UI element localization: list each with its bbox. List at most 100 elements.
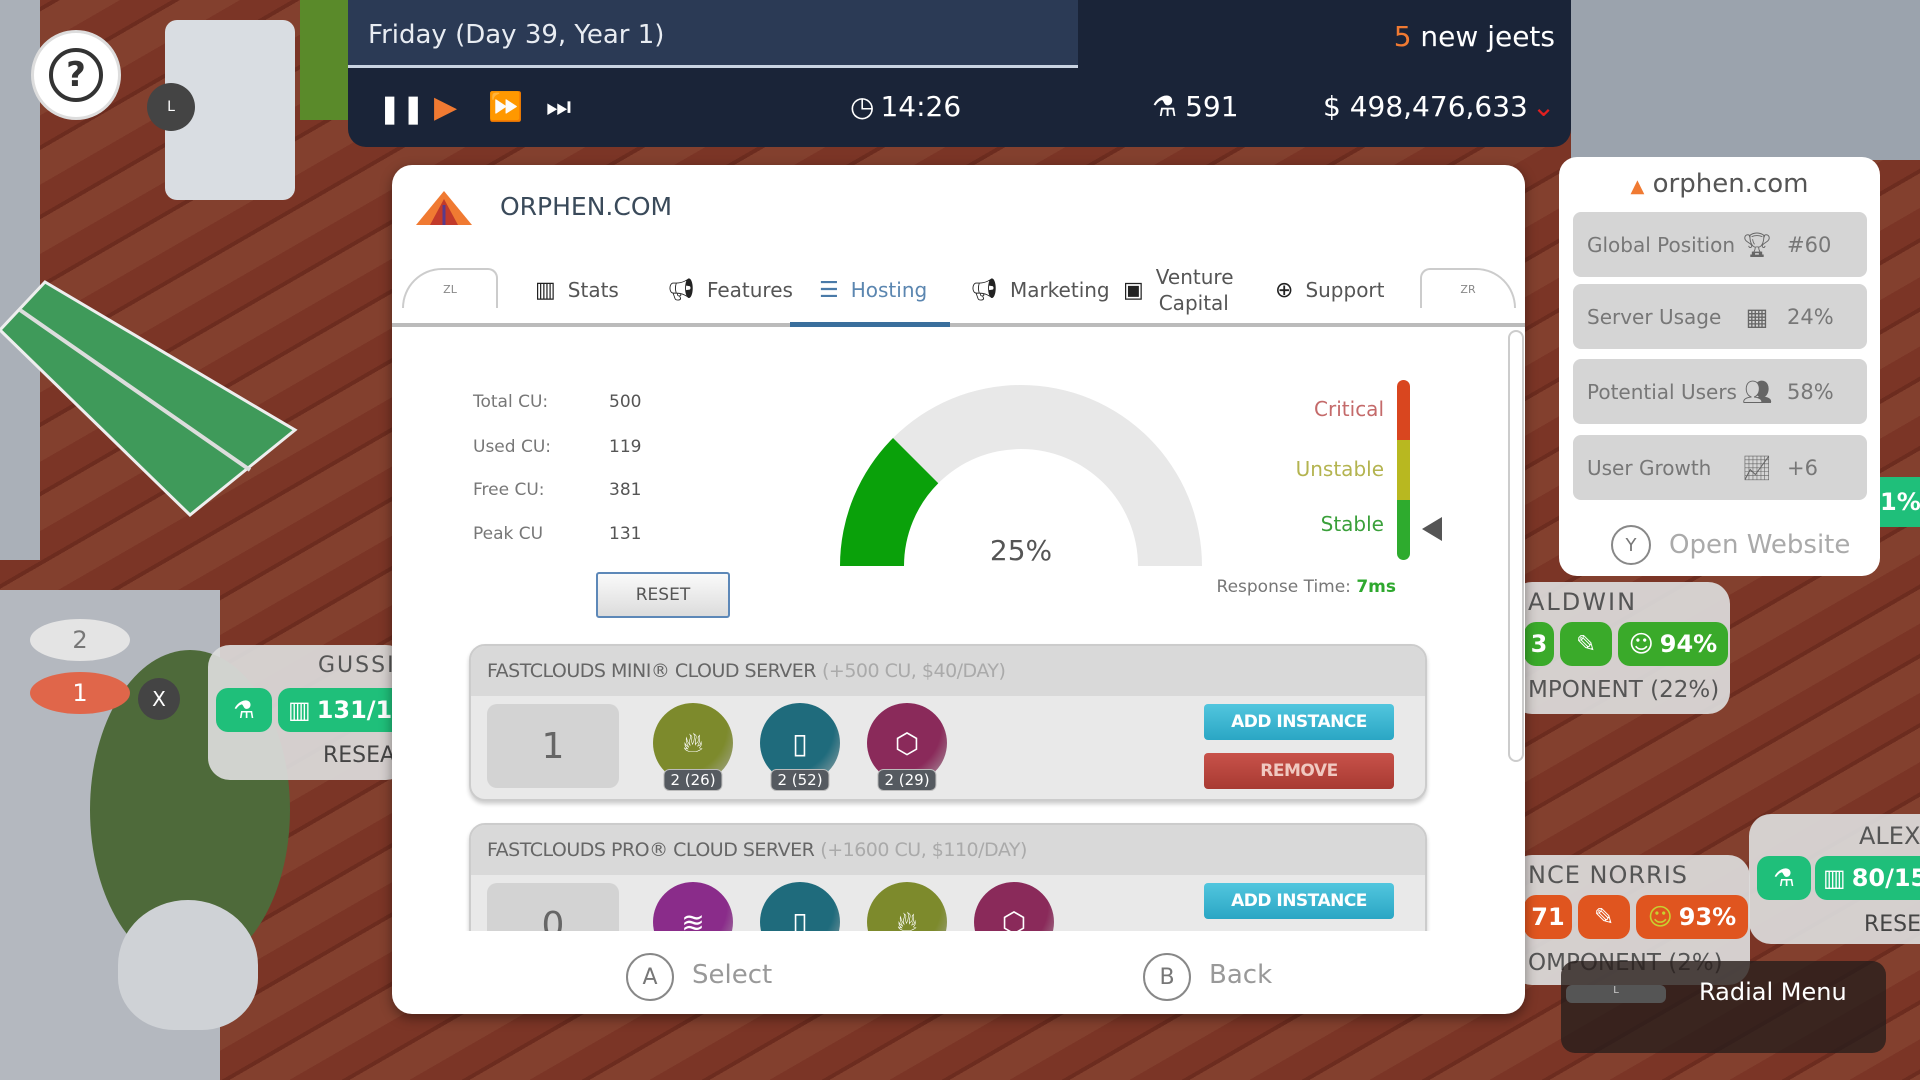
flask-icon: ⚗ xyxy=(1757,856,1811,900)
tab-label: Support xyxy=(1305,278,1385,302)
zl-bumper[interactable]: ZL xyxy=(402,268,498,308)
website-panel: ORPHEN.COM ZL ZR ▥ Stats 📢︎ Features ☰ Host… xyxy=(392,165,1525,1014)
radial-menu-hint[interactable]: L Radial Menu xyxy=(1561,961,1886,1053)
wall xyxy=(1571,0,1920,160)
add-instance-button[interactable]: ADD INSTANCE xyxy=(1204,704,1394,740)
stat-label: Used CU: xyxy=(473,437,551,457)
tab-hosting[interactable]: ☰ Hosting xyxy=(819,265,927,315)
y-button-icon: Y xyxy=(1611,525,1651,565)
unstable-label: Unstable xyxy=(1295,457,1384,481)
l-button-icon: L xyxy=(1566,985,1666,1003)
row-value: #60 xyxy=(1787,232,1832,257)
tab-stats[interactable]: ▥ Stats xyxy=(535,265,619,315)
server-spec: (+1600 CU, $110/DAY) xyxy=(820,839,1027,861)
flame-icon[interactable]: 🔥︎ xyxy=(867,882,947,931)
employee-tag-alex[interactable]: ALEX ⚗ ▥ 80/15 RESE xyxy=(1749,814,1920,944)
open-website-button[interactable]: Open Website xyxy=(1669,530,1851,560)
add-instance-button[interactable]: ADD INSTANCE xyxy=(1204,883,1394,919)
chip-icon[interactable]: ▯ 2 (52) xyxy=(760,703,840,791)
site-title: ▲ orphen.com xyxy=(1559,169,1880,199)
row-label: Server Usage xyxy=(1587,304,1722,329)
floor-badge-2[interactable]: 2 xyxy=(30,619,130,661)
component-badge: 2 (29) xyxy=(877,769,937,791)
active-tab-indicator xyxy=(790,322,950,327)
box-icon[interactable]: ⬡ 2 (29) xyxy=(867,703,947,791)
server-card-header: FASTCLOUDS MINI® CLOUD SERVER (+500 CU, $… xyxy=(471,646,1425,696)
scrollbar[interactable] xyxy=(1508,330,1524,762)
happiness-value: 93% xyxy=(1678,903,1737,931)
plant-pot xyxy=(118,900,258,1030)
flame-icon[interactable]: 🔥︎ 2 (26) xyxy=(653,703,733,791)
edit-icon: ✎ xyxy=(1578,895,1630,939)
tab-features[interactable]: 📢︎ Features xyxy=(667,265,793,315)
tab-label: Features xyxy=(706,278,793,302)
row-value: 24% xyxy=(1787,304,1834,329)
server-name: FASTCLOUDS PRO® CLOUD SERVER xyxy=(487,839,815,861)
employee-tag-gussi[interactable]: GUSSI ⚗ ▥ 131/19 RESEA xyxy=(208,645,428,780)
box-icon[interactable]: ⬡ xyxy=(974,882,1054,931)
research-stat: ▥ 80/15 xyxy=(1815,856,1920,900)
stat-partial: 71 xyxy=(1524,895,1572,939)
question-icon: ? xyxy=(49,48,103,102)
wifi-icon[interactable]: ≋ xyxy=(653,882,733,931)
website-summary-card: ▲ orphen.com Global Position 🏆︎ #60 Server … xyxy=(1559,157,1880,576)
gauge-track xyxy=(840,385,1202,566)
page-title: ORPHEN.COM xyxy=(500,192,673,221)
pause-button[interactable]: ❚❚ xyxy=(378,92,425,125)
employee-tag-aldwin[interactable]: ALDWIN 3 ✎ ☺ 94% MPONENT (22%) xyxy=(1510,582,1730,714)
tab-marketing[interactable]: 📢︎ Marketing xyxy=(970,265,1110,315)
new-jeets[interactable]: 5 new jeets xyxy=(1394,20,1555,53)
server-name: FASTCLOUDS MINI® CLOUD SERVER xyxy=(487,660,817,682)
new-jeets-count: 5 xyxy=(1393,20,1412,53)
component-badge: 2 (26) xyxy=(663,769,723,791)
floor-badge-1[interactable]: 1 xyxy=(30,672,130,714)
tab-label: Marketing xyxy=(1009,278,1110,302)
stable-segment xyxy=(1397,500,1410,560)
ping-pong-table xyxy=(0,280,298,518)
partial-badge: 1% xyxy=(1880,477,1920,527)
stat-value: 381 xyxy=(609,480,642,500)
employee-name: ALEX xyxy=(1859,822,1920,850)
bar-chart-icon: ▥ xyxy=(1823,864,1846,892)
stat-value: 119 xyxy=(609,437,642,457)
reset-button[interactable]: RESET xyxy=(596,572,730,618)
orphen-logo: ▲ xyxy=(1630,176,1645,197)
tab-venture-capital[interactable]: ▣ Venture Capital xyxy=(1123,265,1234,315)
clock-icon: ◷ xyxy=(850,90,875,123)
trophy-icon: 🏆︎ xyxy=(1741,230,1773,259)
select-action[interactable]: Select xyxy=(692,960,773,990)
wall xyxy=(0,0,40,560)
skip-button[interactable]: ⏭ xyxy=(546,90,572,123)
new-jeets-label: new jeets xyxy=(1420,20,1555,53)
summary-row: User Growth 📈︎ +6 xyxy=(1573,435,1867,500)
stat-label: Total CU: xyxy=(473,392,549,412)
close-button[interactable]: X xyxy=(138,678,180,720)
controller-l-hint: L xyxy=(147,83,195,131)
radial-menu-label: Radial Menu xyxy=(1699,978,1847,1006)
row-value: 58% xyxy=(1787,379,1834,404)
tab-support[interactable]: ⊕ Support xyxy=(1275,265,1385,315)
lifebuoy-icon: ⊕ xyxy=(1275,277,1294,303)
stat-partial: 3 xyxy=(1524,622,1554,666)
usage-gauge xyxy=(840,385,1202,566)
instance-count: 1 xyxy=(487,704,619,788)
critical-label: Critical xyxy=(1314,397,1384,421)
top-hud: Friday (Day 39, Year 1) 5 new jeets ❚❚ ▶… xyxy=(348,0,1571,147)
summary-row: Global Position 🏆︎ #60 xyxy=(1573,212,1867,277)
remove-button[interactable]: REMOVE xyxy=(1204,753,1394,789)
component-badge: 2 (52) xyxy=(770,769,830,791)
server-icon: ☰ xyxy=(819,277,839,303)
fast-forward-button[interactable]: ⏩ xyxy=(488,90,523,123)
stable-label: Stable xyxy=(1320,512,1384,536)
chip-icon[interactable]: ▯ xyxy=(760,882,840,931)
help-button[interactable]: ? xyxy=(31,30,121,120)
stability-pointer-icon xyxy=(1422,517,1442,541)
row-value: +6 xyxy=(1787,455,1818,480)
employee-task: MPONENT (22%) xyxy=(1528,677,1720,703)
play-button[interactable]: ▶ xyxy=(434,90,458,125)
back-action[interactable]: Back xyxy=(1209,960,1273,990)
money-value: $ 498,476,633 xyxy=(1323,90,1528,123)
response-time: Response Time: 7ms xyxy=(1217,577,1396,597)
zr-bumper[interactable]: ZR xyxy=(1420,268,1516,308)
tab-divider xyxy=(392,323,1525,327)
